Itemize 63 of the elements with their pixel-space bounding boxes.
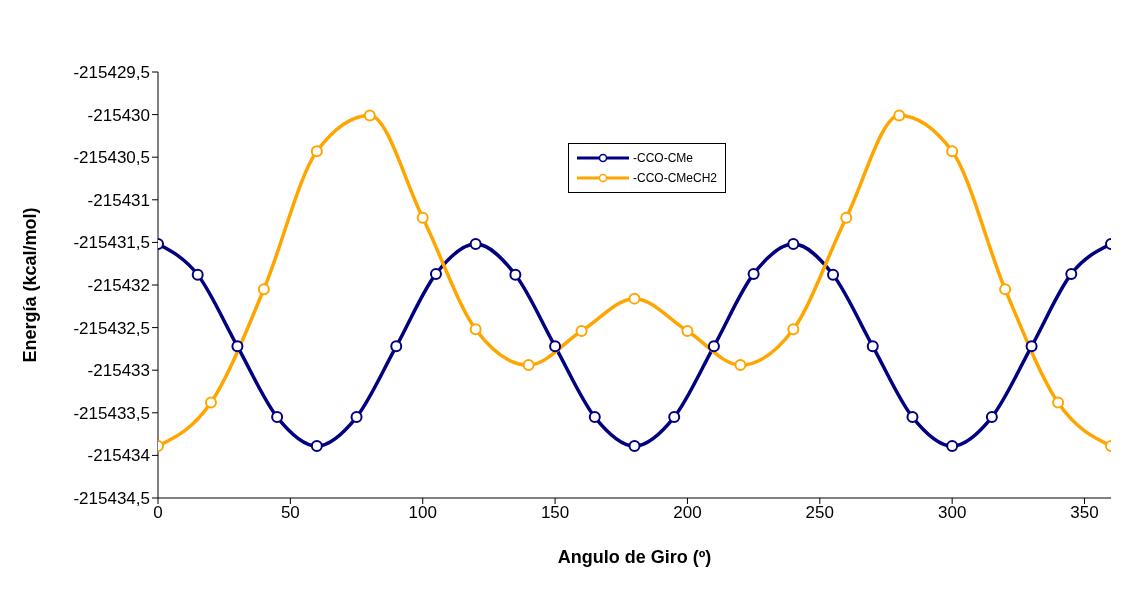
point — [271, 411, 284, 424]
point — [946, 145, 959, 158]
point — [866, 340, 879, 353]
y-tick-label: -215434 — [87, 446, 150, 466]
point — [416, 211, 429, 224]
point — [522, 359, 535, 372]
point — [469, 238, 482, 251]
x-tick-label: 150 — [540, 503, 570, 523]
y-axis-title: Energía (kcal/mol) — [20, 207, 41, 363]
y-tick-label: -215433 — [87, 361, 150, 381]
point — [363, 109, 376, 122]
x-tick-label: 0 — [153, 503, 163, 523]
point — [893, 109, 906, 122]
point — [628, 292, 641, 305]
legend-label: -CCO-CMe — [633, 151, 693, 165]
point — [707, 340, 720, 353]
y-tick-label: -215434,5 — [73, 489, 150, 509]
point — [985, 411, 998, 424]
y-tick-label: -215431 — [87, 190, 150, 210]
point — [946, 440, 959, 453]
point — [191, 268, 204, 281]
point — [204, 396, 217, 409]
point — [628, 440, 641, 453]
x-tick-label: 200 — [673, 503, 702, 523]
x-tick-label: 250 — [805, 503, 834, 523]
point — [906, 411, 919, 424]
point — [747, 267, 760, 280]
point — [999, 283, 1012, 296]
y-tick-label: -215432 — [87, 276, 150, 296]
x-axis-title: Angulo de Giro (º) — [557, 546, 712, 567]
point — [787, 323, 800, 336]
legend-label: -CCO-CMeCH2 — [633, 171, 717, 185]
y-tick-label: -215432,5 — [73, 318, 150, 338]
point — [575, 325, 588, 338]
point — [827, 268, 840, 281]
point — [350, 411, 363, 424]
point — [231, 340, 244, 353]
point — [469, 323, 482, 336]
point — [681, 325, 694, 338]
point — [509, 268, 522, 281]
y-tick-label: -215433,5 — [73, 403, 150, 423]
y-tick-label: -215430,5 — [73, 148, 150, 168]
point — [840, 211, 853, 224]
y-tick-label: -215429,5 — [73, 63, 150, 83]
point — [1065, 267, 1078, 280]
point — [390, 340, 403, 353]
y-tick-label: -215431,5 — [73, 233, 150, 253]
x-tick-label: 50 — [280, 503, 300, 523]
point — [787, 238, 800, 251]
x-tick-label: 100 — [408, 503, 437, 523]
point — [310, 145, 323, 158]
point — [549, 340, 562, 353]
y-tick-label: -215430 — [87, 105, 150, 125]
point — [257, 283, 270, 296]
point — [310, 440, 323, 453]
point — [668, 411, 681, 424]
point — [588, 411, 601, 424]
x-tick-label: 350 — [1070, 503, 1099, 523]
x-tick-label: 300 — [937, 503, 967, 523]
point — [734, 359, 747, 372]
point — [1025, 340, 1038, 353]
point — [1052, 396, 1065, 409]
point — [429, 267, 442, 280]
